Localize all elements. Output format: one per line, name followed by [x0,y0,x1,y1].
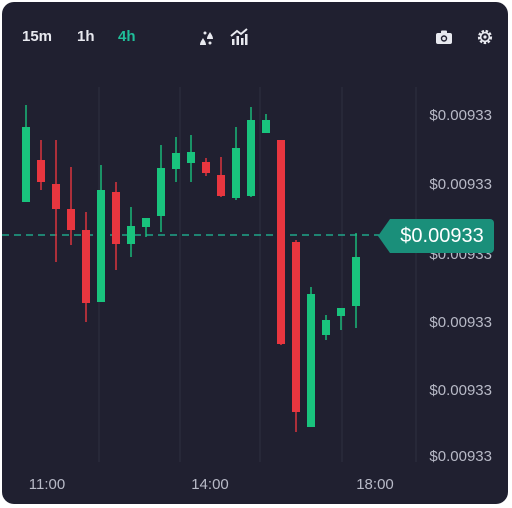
candle-body [202,162,210,173]
candle-body [262,120,270,133]
timeframe-1h[interactable]: 1h [77,28,95,45]
y-axis-labels: $0.00933 $0.00933 $0.00933 $0.00933 $0.00933… [429,107,492,465]
candle-body [37,160,45,182]
candle-up [262,114,270,133]
y-axis-label: $0.00933 [429,382,492,399]
chart-type-icon[interactable] [229,27,249,47]
chart-card: 15m 1h 4h [2,2,508,504]
candle-down [37,140,45,190]
y-axis-label: $0.00933 [429,107,492,124]
x-axis-labels: 11:00 14:00 18:00 [29,476,394,493]
y-axis-label: $0.00933 [429,314,492,331]
y-axis-label: $0.00933 [429,176,492,193]
candle-body [307,294,315,427]
candle-body [352,257,360,306]
candle-down [202,158,210,176]
toolbar: 15m 1h 4h [2,2,508,72]
candle-down [82,212,90,322]
candle-up [352,233,360,328]
x-axis-label: 18:00 [356,476,394,493]
candle-up [307,287,315,427]
x-axis-label: 11:00 [29,476,65,493]
candle-down [52,140,60,262]
timeframe-15m[interactable]: 15m [22,28,53,45]
candle-body [97,190,105,302]
candle-body [172,153,180,169]
candle-body [247,120,255,196]
candle-body [277,140,285,344]
candle-body [292,242,300,412]
candle-up [97,165,105,302]
candle-down [112,182,120,270]
indicators-icon[interactable] [197,27,217,47]
candle-body [127,226,135,244]
candle-body [157,168,165,216]
candle-body [52,184,60,209]
candle-body [337,308,345,316]
candle-up [322,315,330,340]
x-axis-label: 14:00 [191,476,229,493]
candle-body [112,192,120,244]
current-price-badge: $0.00933 [378,219,494,253]
candle-down [67,167,75,245]
candle-up [172,137,180,182]
candle-down [217,157,225,197]
candle-body [22,127,30,202]
gear-icon[interactable] [475,27,495,47]
candle-down [292,240,300,432]
candle-body [232,148,240,198]
candle-body [67,209,75,230]
timeframe-4h[interactable]: 4h [118,28,136,45]
candle-up [127,207,135,257]
candle-body [82,230,90,303]
y-axis-label: $0.00933 [429,448,492,465]
candlestick-chart[interactable]: $0.00933 $0.00933 $0.00933 $0.00933 $0.00933… [2,72,508,504]
chart-grid [98,87,343,462]
candle-body [142,218,150,227]
candle-up [22,105,30,202]
candle-up [232,127,240,200]
candles [22,105,360,432]
candle-up [142,218,150,237]
candle-body [187,152,195,163]
candle-body [217,175,225,196]
camera-icon[interactable] [434,27,454,47]
candle-up [247,107,255,197]
candle-up [157,145,165,232]
candle-up [187,135,195,182]
candle-up [337,308,345,330]
candle-body [322,320,330,335]
candle-down [277,140,285,345]
price-chart[interactable]: $0.00933 $0.00933 $0.00933 $0.00933 $0.00933… [2,72,508,504]
